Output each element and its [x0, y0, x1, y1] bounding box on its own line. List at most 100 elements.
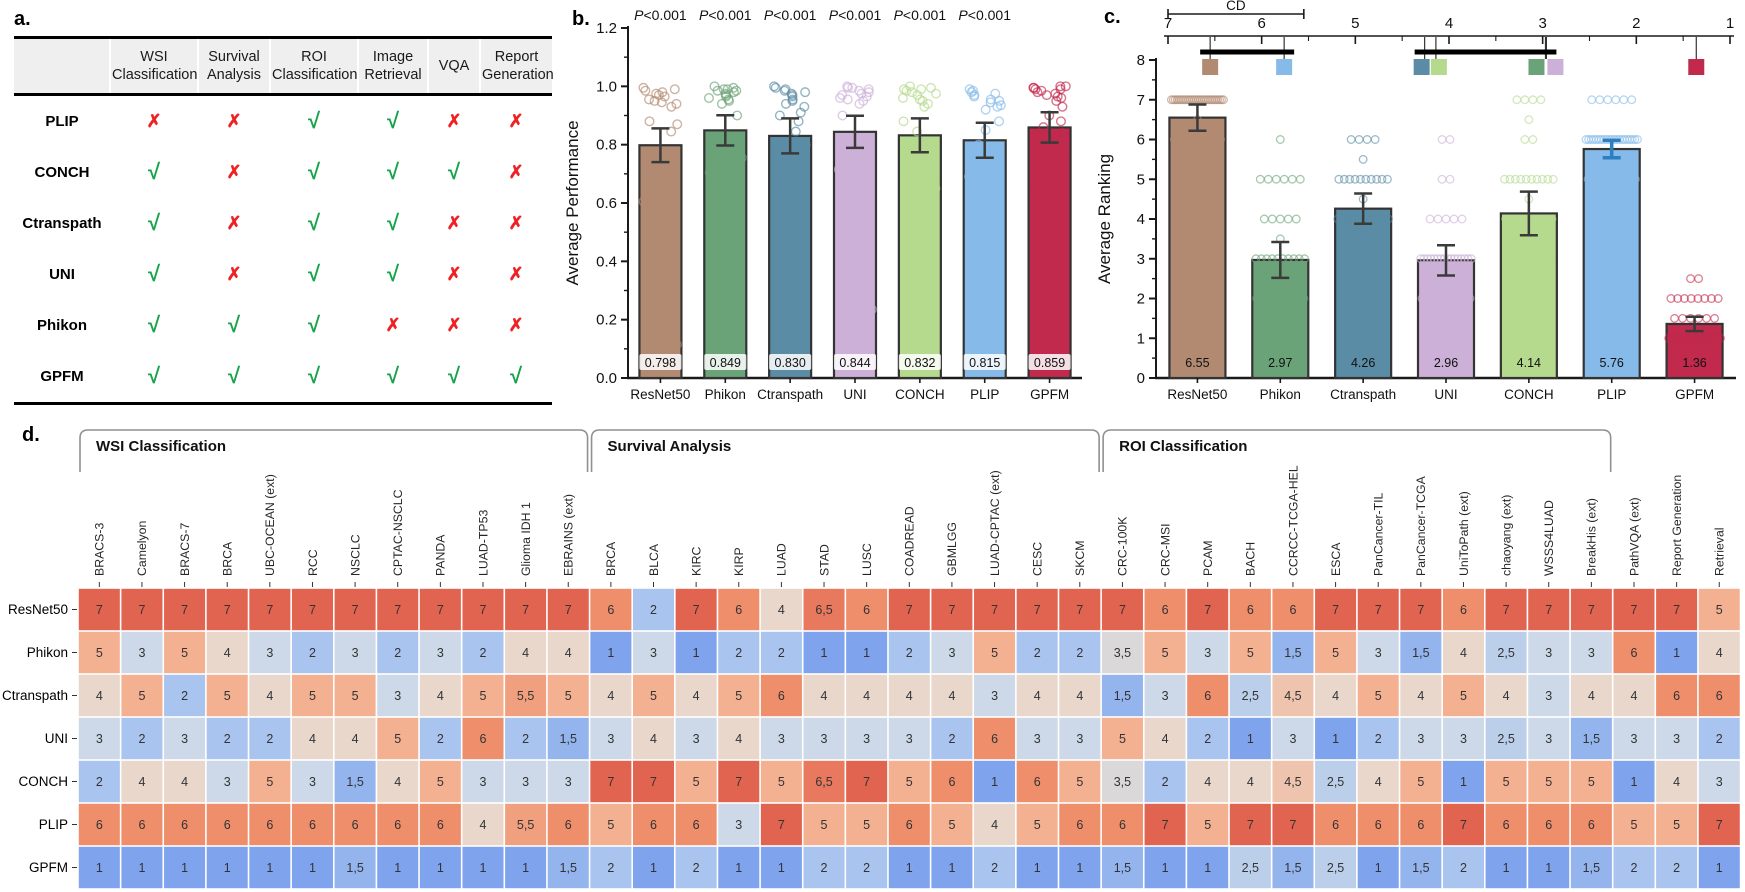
scatter-point — [847, 155, 858, 166]
scatter-point — [671, 98, 682, 109]
scatter-point — [1370, 135, 1380, 144]
scatter-point — [724, 171, 735, 182]
heatmap-cell-value: 4 — [138, 775, 145, 789]
heatmap-cell — [590, 674, 632, 717]
heatmap-cell — [334, 846, 376, 889]
heatmap-cell — [1442, 760, 1484, 803]
ranking-bar-chart-with-cd: 0 1 2 3 4 5 6 7 8 Average Ranking ResNet50 Phikon Ct… — [1096, 0, 1736, 402]
column-group-bracket — [79, 429, 589, 472]
cd-diagram: 1 2 3 4 5 6 7 CD — [1164, 0, 1734, 75]
scatter-point — [866, 304, 877, 315]
heatmap-cell — [505, 674, 547, 717]
x-tick-label: ResNet50 — [630, 387, 690, 402]
scatter-point — [1702, 313, 1712, 323]
heatmap-cell — [1315, 803, 1357, 846]
scatter-point — [638, 82, 649, 93]
scatter-point — [1446, 254, 1456, 264]
heatmap-cell — [291, 588, 333, 631]
heatmap-cell — [590, 760, 632, 803]
heatmap-cell — [632, 631, 675, 674]
heatmap-cell — [632, 760, 675, 803]
heatmap-cell — [1442, 631, 1484, 674]
scatter-point — [1445, 135, 1455, 144]
heatmap-cell — [1698, 760, 1740, 803]
cd-axis-label: 4 — [1445, 15, 1453, 32]
heatmap-cell — [164, 631, 206, 674]
capability-cell: √ — [480, 351, 552, 404]
heatmap-cell-value: 3 — [735, 818, 742, 832]
heatmap-cell-value: 1,5 — [560, 861, 577, 875]
heatmap-cell-value: 6 — [96, 818, 103, 832]
scatter-point — [1632, 135, 1642, 144]
scatter-point — [1382, 174, 1392, 184]
heatmap-cell — [1400, 760, 1442, 803]
y-tick-label: 0.2 — [596, 312, 617, 329]
heatmap-cell — [164, 674, 206, 717]
heatmap-cell — [1315, 588, 1357, 631]
heatmap-cell-value: 3 — [138, 646, 145, 660]
scatter-point — [1370, 254, 1380, 264]
heatmap-cell — [164, 588, 206, 631]
capability-cell: √ — [358, 147, 428, 198]
heatmap-cell — [1016, 631, 1058, 674]
heatmap-cell-value: 2 — [138, 732, 145, 746]
scatter-point — [655, 192, 666, 203]
scatter-point — [930, 88, 941, 99]
scatter-point — [773, 335, 784, 346]
cd-marker-Phikon — [1528, 59, 1545, 75]
heatmap-cell — [1656, 760, 1698, 803]
heatmap-column-label: CRC-100K — [1116, 516, 1130, 576]
scatter-point — [800, 87, 811, 98]
heatmap-cell-value: 2 — [1076, 646, 1083, 660]
scatter-point — [924, 189, 935, 200]
scatter-point — [1436, 254, 1446, 264]
heatmap-cell-value: 4 — [352, 732, 359, 746]
scatter-point — [771, 181, 782, 192]
heatmap-cell — [974, 846, 1016, 889]
heatmap-cell-value: 3 — [565, 775, 572, 789]
scatter-point — [1057, 101, 1068, 112]
scatter-point — [787, 197, 798, 208]
heatmap-cell — [1229, 588, 1271, 631]
x-tick-label: PLIP — [1597, 387, 1626, 402]
heatmap-cell-value: 5 — [1545, 775, 1552, 789]
heatmap-cell-value: 6 — [1375, 818, 1382, 832]
heatmap-cell-value: 4 — [607, 689, 614, 703]
heatmap-cell — [1357, 717, 1399, 760]
heatmap-cell — [1144, 717, 1186, 760]
heatmap-cell-value: 6 — [480, 732, 487, 746]
model-row: GPFM √ √ √ √ √ √ — [14, 351, 552, 404]
scatter-point — [1422, 254, 1432, 264]
heatmap-cell — [291, 803, 333, 846]
y-axis-label: Average Performance — [563, 120, 582, 285]
y-tick-label: 1.0 — [596, 78, 617, 95]
heatmap-cell — [1187, 803, 1229, 846]
heatmap-cell-value: 4 — [224, 646, 231, 660]
heatmap-cell-value: 6 — [1460, 603, 1467, 617]
scatter-point — [1520, 135, 1530, 144]
scatter-point — [1370, 214, 1380, 224]
scatter-point — [1435, 294, 1445, 303]
check-mark-icon: √ — [386, 363, 400, 389]
scatter-point — [1463, 254, 1473, 264]
heatmap-cell — [1144, 846, 1186, 889]
heatmap-cell-value: 3 — [821, 732, 828, 746]
heatmap-cell — [419, 674, 461, 717]
heatmap-cell-value: 3 — [1716, 775, 1723, 789]
heatmap-cell — [760, 674, 802, 717]
scatter-point — [849, 151, 860, 162]
heatmap-cell — [803, 760, 845, 803]
heatmap-cell-value: 7 — [1289, 818, 1296, 832]
scatter-point — [1354, 135, 1364, 144]
capability-cell: ✗ — [428, 95, 480, 148]
cd-marker-CONCH — [1430, 59, 1447, 75]
heatmap-column-label: GBMLGG — [945, 522, 959, 576]
scatter-point — [736, 152, 747, 163]
scatter-point — [1038, 122, 1049, 133]
heatmap-cell-value: 7 — [266, 603, 273, 617]
capability-cell: ✗ — [428, 249, 480, 300]
scatter-point — [1346, 214, 1356, 224]
heatmap-cell — [1187, 846, 1229, 889]
heatmap-cell-value: 2 — [522, 732, 529, 746]
heatmap-cell-value: 7 — [1673, 603, 1680, 617]
